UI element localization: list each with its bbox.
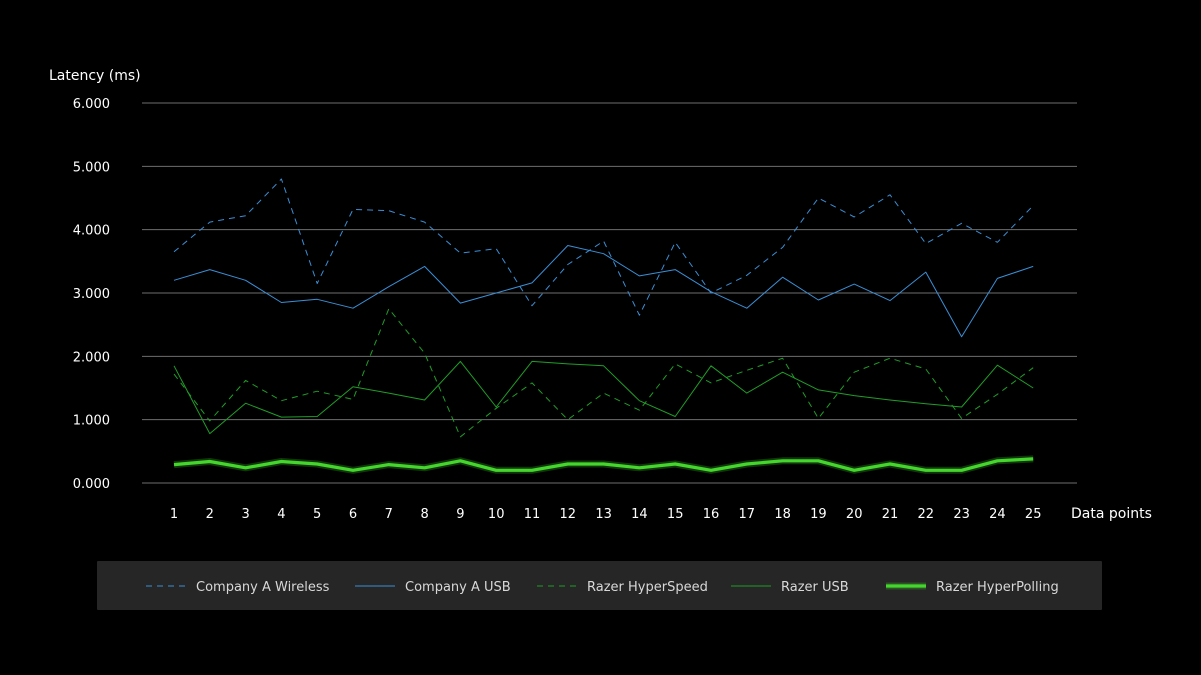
y-tick-label: 6.000 xyxy=(73,97,110,112)
x-tick-label: 20 xyxy=(846,507,863,522)
x-tick-label: 5 xyxy=(313,507,321,522)
x-tick-label: 10 xyxy=(488,507,505,522)
x-tick-label: 2 xyxy=(206,507,214,522)
series-line-razer-hyperpolling xyxy=(173,457,1034,472)
series-line-razer-hyperspeed xyxy=(173,308,1034,438)
y-tick-label: 2.000 xyxy=(73,350,110,365)
x-tick-label: 21 xyxy=(882,507,899,522)
legend-item: Company A USB xyxy=(355,580,511,595)
x-axis-title: Data points xyxy=(1071,506,1152,522)
x-tick-label: 17 xyxy=(739,507,756,522)
series-lines xyxy=(173,178,1034,474)
x-tick-label: 3 xyxy=(241,507,249,522)
x-tick-label: 18 xyxy=(774,507,791,522)
x-tick-label: 19 xyxy=(810,507,827,522)
x-tick-label: 22 xyxy=(918,507,935,522)
x-tick-label: 14 xyxy=(631,507,648,522)
legend-item: Razer HyperPolling xyxy=(886,580,1059,595)
x-tick-labels: 1 2 3 4 5 6 7 8 9 10 11 12 13 14 15 16 17 18 19 20 21 22 23 24 2… xyxy=(170,507,1042,522)
legend-label: Razer HyperSpeed xyxy=(587,580,708,595)
legend-item: Razer HyperSpeed xyxy=(537,580,708,595)
y-tick-label: 5.000 xyxy=(73,160,110,175)
x-tick-label: 4 xyxy=(277,507,285,522)
x-tick-label: 9 xyxy=(456,507,464,522)
legend-label: Company A USB xyxy=(405,580,511,595)
legend-label: Company A Wireless xyxy=(196,580,330,595)
x-tick-label: 25 xyxy=(1025,507,1042,522)
x-tick-label: 23 xyxy=(953,507,970,522)
series-line-company-a-wireless xyxy=(173,178,1034,316)
x-tick-label: 7 xyxy=(385,507,393,522)
x-tick-label: 8 xyxy=(420,507,428,522)
x-tick-label: 11 xyxy=(524,507,541,522)
legend-box xyxy=(97,561,1102,610)
series-line-company-a-usb xyxy=(173,245,1034,338)
series-line-razer-usb xyxy=(173,360,1034,435)
y-tick-label: 3.000 xyxy=(73,287,110,302)
legend: Company A Wireless Company A USB Razer Hyp… xyxy=(146,580,1059,595)
x-tick-label: 24 xyxy=(989,507,1006,522)
y-tick-label: 4.000 xyxy=(73,224,110,239)
grid-lines xyxy=(142,102,1077,484)
y-tick-label: 0.000 xyxy=(73,477,110,492)
legend-item: Razer USB xyxy=(731,580,849,595)
x-tick-label: 12 xyxy=(560,507,577,522)
x-tick-label: 13 xyxy=(595,507,612,522)
y-axis-title: Latency (ms) xyxy=(49,68,141,84)
x-tick-label: 1 xyxy=(170,507,178,522)
x-tick-label: 15 xyxy=(667,507,684,522)
legend-label: Razer HyperPolling xyxy=(936,580,1059,595)
legend-label: Razer USB xyxy=(781,580,849,595)
legend-item: Company A Wireless xyxy=(146,580,330,595)
x-tick-label: 6 xyxy=(349,507,357,522)
y-tick-label: 1.000 xyxy=(73,414,110,429)
y-tick-labels: 0.000 1.000 2.000 3.000 4.000 5.000 6.000 xyxy=(73,97,110,492)
x-tick-label: 16 xyxy=(703,507,720,522)
